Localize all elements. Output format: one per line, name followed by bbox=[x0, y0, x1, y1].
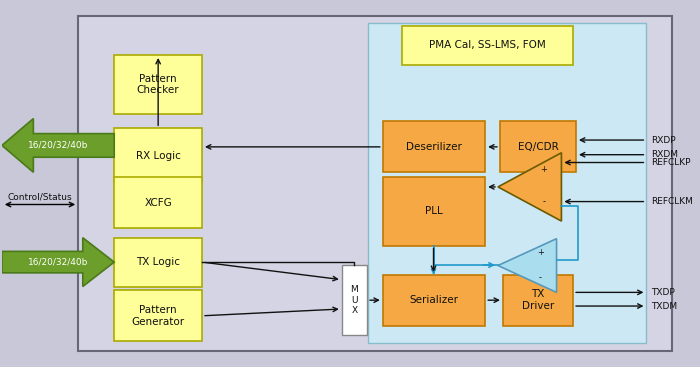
FancyBboxPatch shape bbox=[114, 238, 202, 287]
Polygon shape bbox=[2, 119, 114, 172]
Text: REFCLKP: REFCLKP bbox=[651, 158, 691, 167]
FancyBboxPatch shape bbox=[383, 177, 485, 246]
Text: -: - bbox=[542, 197, 545, 207]
Text: RXDP: RXDP bbox=[651, 135, 676, 145]
Text: Pattern
Generator: Pattern Generator bbox=[132, 305, 185, 327]
FancyBboxPatch shape bbox=[114, 128, 202, 182]
Polygon shape bbox=[498, 153, 561, 221]
Text: Serializer: Serializer bbox=[409, 295, 458, 305]
Text: +: + bbox=[540, 165, 547, 174]
FancyBboxPatch shape bbox=[114, 290, 202, 341]
Text: Deserilizer: Deserilizer bbox=[405, 142, 461, 152]
Text: PLL: PLL bbox=[425, 206, 442, 216]
FancyBboxPatch shape bbox=[342, 265, 367, 335]
Text: +: + bbox=[537, 248, 544, 257]
FancyBboxPatch shape bbox=[114, 177, 202, 228]
Text: PMA Cal, SS-LMS, FOM: PMA Cal, SS-LMS, FOM bbox=[429, 40, 545, 50]
Polygon shape bbox=[2, 238, 114, 287]
Text: TX Logic: TX Logic bbox=[136, 257, 180, 267]
Text: 16/20/32/40b: 16/20/32/40b bbox=[28, 258, 88, 266]
Text: EQ/CDR: EQ/CDR bbox=[517, 142, 559, 152]
Text: M
U
X: M U X bbox=[351, 285, 358, 315]
FancyBboxPatch shape bbox=[114, 55, 202, 114]
FancyBboxPatch shape bbox=[503, 275, 573, 326]
Text: TXDP: TXDP bbox=[651, 288, 675, 297]
Text: XCFG: XCFG bbox=[144, 197, 172, 208]
Text: -: - bbox=[538, 273, 542, 282]
Text: REFCLKM: REFCLKM bbox=[651, 197, 693, 206]
Polygon shape bbox=[498, 239, 556, 292]
FancyBboxPatch shape bbox=[368, 23, 646, 343]
FancyBboxPatch shape bbox=[402, 26, 573, 65]
Text: TXDM: TXDM bbox=[651, 302, 678, 310]
Text: 16/20/32/40b: 16/20/32/40b bbox=[28, 141, 88, 150]
FancyBboxPatch shape bbox=[383, 275, 485, 326]
Text: RXDM: RXDM bbox=[651, 150, 678, 159]
Text: Control/Status: Control/Status bbox=[8, 192, 72, 201]
Text: RX Logic: RX Logic bbox=[136, 151, 181, 161]
FancyBboxPatch shape bbox=[78, 16, 672, 351]
Text: Pattern
Checker: Pattern Checker bbox=[136, 74, 179, 95]
FancyBboxPatch shape bbox=[383, 121, 485, 172]
Text: TX
Driver: TX Driver bbox=[522, 290, 554, 311]
FancyBboxPatch shape bbox=[500, 121, 576, 172]
